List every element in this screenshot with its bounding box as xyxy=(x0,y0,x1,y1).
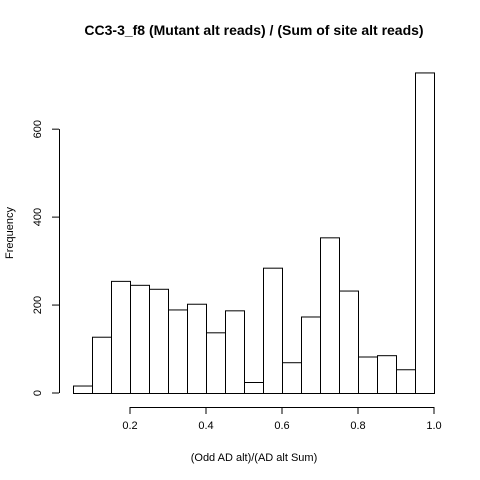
histogram-bar xyxy=(187,303,207,395)
y-axis: 0 200 400 600 xyxy=(32,120,60,396)
x-tick-label: 0.2 xyxy=(122,420,137,432)
bars-group xyxy=(73,72,435,395)
x-tick-label: 0.4 xyxy=(198,420,213,432)
y-axis-label: Frequency xyxy=(4,207,16,259)
histogram-bar xyxy=(282,362,302,394)
histogram-bar xyxy=(396,369,416,394)
histogram-bar xyxy=(358,356,378,395)
histogram-bar xyxy=(73,385,93,395)
histogram-bar xyxy=(339,290,359,394)
histogram-bar xyxy=(320,237,340,394)
x-tick-label: 0.8 xyxy=(350,420,365,432)
histogram-bar xyxy=(301,316,321,394)
x-axis: 0.2 0.4 0.6 0.8 1.0 xyxy=(122,407,442,432)
histogram-bar xyxy=(168,309,188,394)
histogram-bar xyxy=(415,72,435,394)
histogram-bar xyxy=(149,288,169,395)
histogram-bar xyxy=(225,310,245,395)
histogram-bar xyxy=(92,336,112,394)
x-tick-label: 0.6 xyxy=(274,420,289,432)
histogram-bar xyxy=(130,284,150,394)
x-tick-label: 1.0 xyxy=(426,420,441,432)
chart-title: CC3-3_f8 (Mutant alt reads) / (Sum of si… xyxy=(84,22,423,38)
y-tick-label: 400 xyxy=(32,208,44,226)
histogram-bar xyxy=(244,382,264,394)
y-tick-label: 200 xyxy=(32,296,44,314)
histogram-bar xyxy=(206,332,226,394)
y-tick-label: 600 xyxy=(32,120,44,138)
x-axis-label: (Odd AD alt)/(AD alt Sum) xyxy=(191,452,318,464)
histogram-bar xyxy=(377,355,397,394)
y-tick-label: 0 xyxy=(32,390,44,396)
histogram-bar xyxy=(263,267,283,394)
histogram-bar xyxy=(111,280,131,395)
